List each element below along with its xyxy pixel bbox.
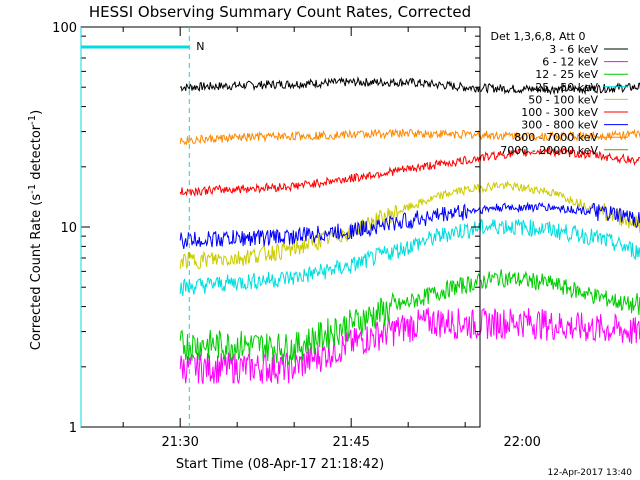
legend-title: Det 1,3,6,8, Att 0 [491,30,586,43]
legend-label: 800 - 7000 keV [514,131,598,144]
legend-label: 50 - 100 keV [528,93,598,106]
plot-frame [80,26,481,428]
y-label-sup-1: -1 [27,184,38,194]
annotations: NFS [80,27,205,427]
y-tick-label: 1 [69,421,77,436]
legend-label: 300 - 800 keV [521,119,598,132]
legend-label: 25 - 50 keV [535,81,598,94]
series-3 [179,218,640,297]
series-4 [179,180,640,270]
chart-title: HESSI Observing Summary Count Rates, Cor… [89,3,471,21]
y-axis-label: Corrected Count Rate (s-1 detector-1) [27,110,44,350]
x-axis-label: Start Time (08-Apr-17 21:18:42) [176,457,384,472]
series-line-4 [179,180,640,270]
series-1 [179,307,640,384]
series-line-0 [179,76,640,96]
footer-timestamp: 12-Apr-2017 13:40 [548,468,633,478]
y-label-text: Corrected Count Rate (s [29,194,44,351]
y-tick-label: 100 [52,21,77,36]
series-line-7 [179,128,640,146]
annotation-night-0: N [80,27,205,427]
series-line-2 [179,269,640,366]
legend-label: 100 - 300 keV [521,106,598,119]
series-line-6 [179,201,640,250]
x-tick-label: 22:00 [503,435,540,450]
series-0 [179,76,640,96]
legend-label: 6 - 12 keV [542,56,598,69]
series-7 [179,128,640,146]
annotation-label: N [196,40,204,53]
y-tick-label: 10 [60,221,77,236]
x-tick-label: 21:30 [161,435,198,450]
legend-label: 7000 - 20000 keV [500,144,598,157]
legend-label: 12 - 25 keV [535,68,598,81]
y-label-end: ) [29,110,44,115]
legend-label: 3 - 6 keV [549,43,598,56]
series-6 [179,201,640,250]
x-tick-label: 21:45 [332,435,369,450]
series-2 [179,269,640,366]
y-label-sup-2: -1 [27,115,38,125]
series-5 [179,145,640,198]
series-line-5 [179,145,640,198]
series-line-3 [179,218,640,297]
y-label-mid: detector [29,124,44,184]
series-line-1 [179,307,640,384]
